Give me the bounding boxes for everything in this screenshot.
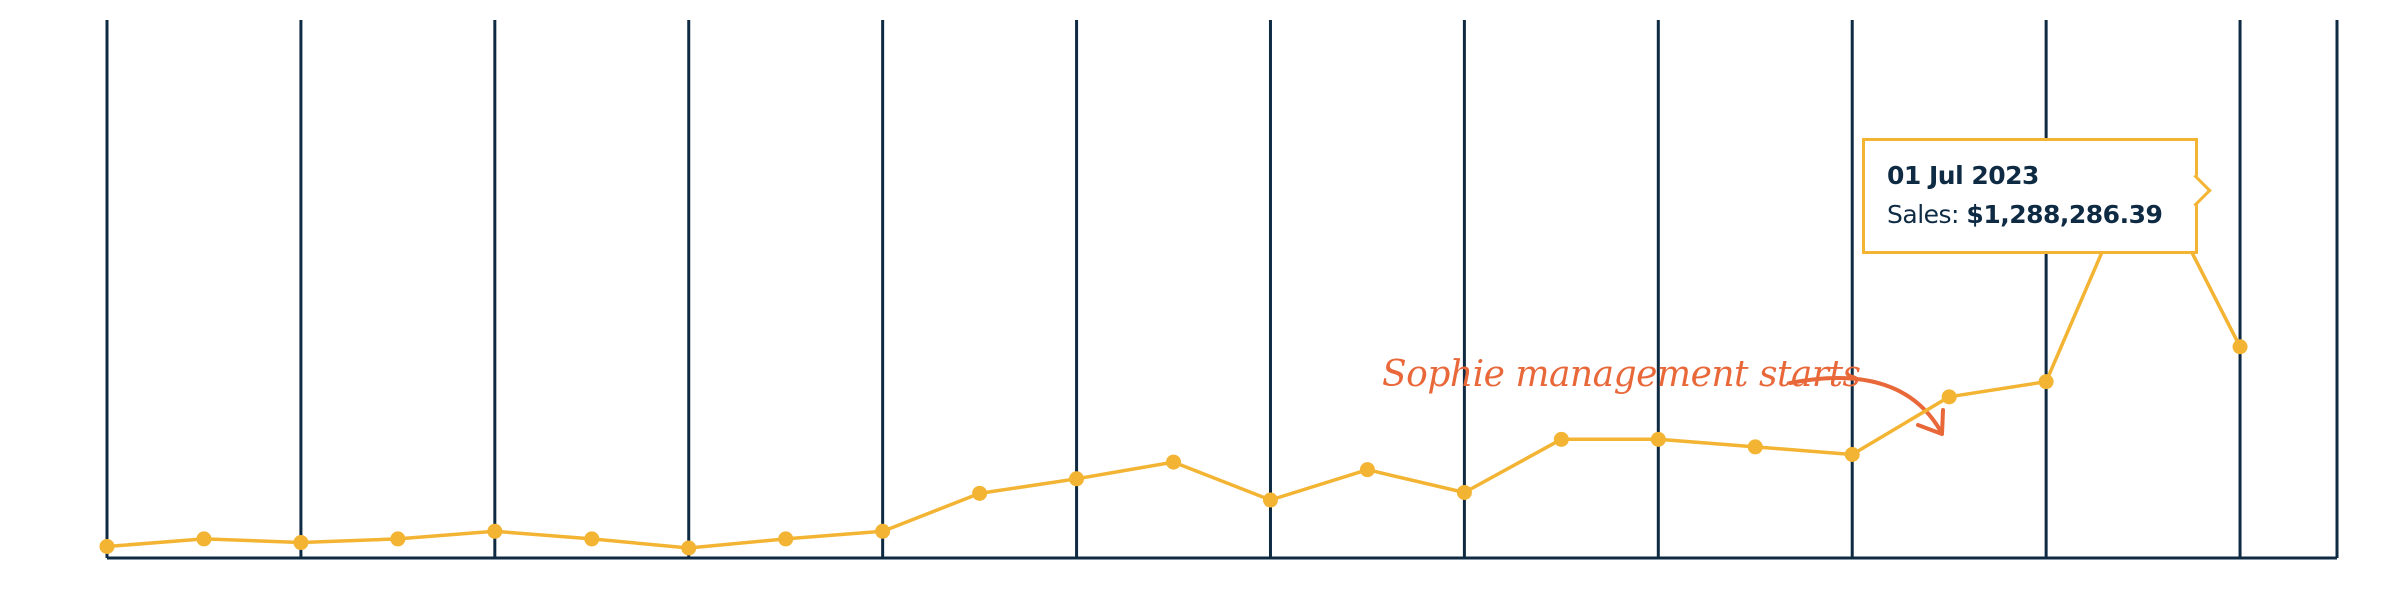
tooltip-date: 01 Jul 2023 [1887,161,2039,190]
annotation-arrowhead [1916,408,1945,436]
data-point [1553,431,1569,447]
data-point [2038,374,2054,390]
tooltip-value: $1,288,286.39 [1966,200,2163,229]
data-point [196,531,212,547]
data-point [1262,492,1278,508]
data-point [293,535,309,551]
data-point [390,531,406,547]
tooltip-sales-line: Sales: $1,288,286.39 [1887,200,2173,229]
data-point [1359,462,1375,478]
data-point [584,531,600,547]
data-point [1747,439,1763,455]
data-point [1650,431,1666,447]
annotation-label: Sophie management starts [1382,354,1861,395]
data-point [1941,389,1957,405]
data-point [99,538,115,554]
data-point [1166,454,1182,470]
data-point [487,523,503,539]
data-point [681,540,697,556]
tooltip-label: Sales: [1887,200,1967,229]
data-point [1844,447,1860,463]
data-point [1069,471,1085,487]
annotation-arrow-path [1788,376,1942,432]
annotation-arrow [1788,376,1945,436]
data-point [1456,484,1472,500]
data-points [99,139,2248,556]
grid-lines [105,20,2339,558]
data-point [778,531,794,547]
data-point [972,485,988,501]
data-point [2232,339,2248,355]
data-tooltip: 01 Jul 2023 Sales: $1,288,286.39 [1862,138,2212,254]
data-point [875,523,891,539]
